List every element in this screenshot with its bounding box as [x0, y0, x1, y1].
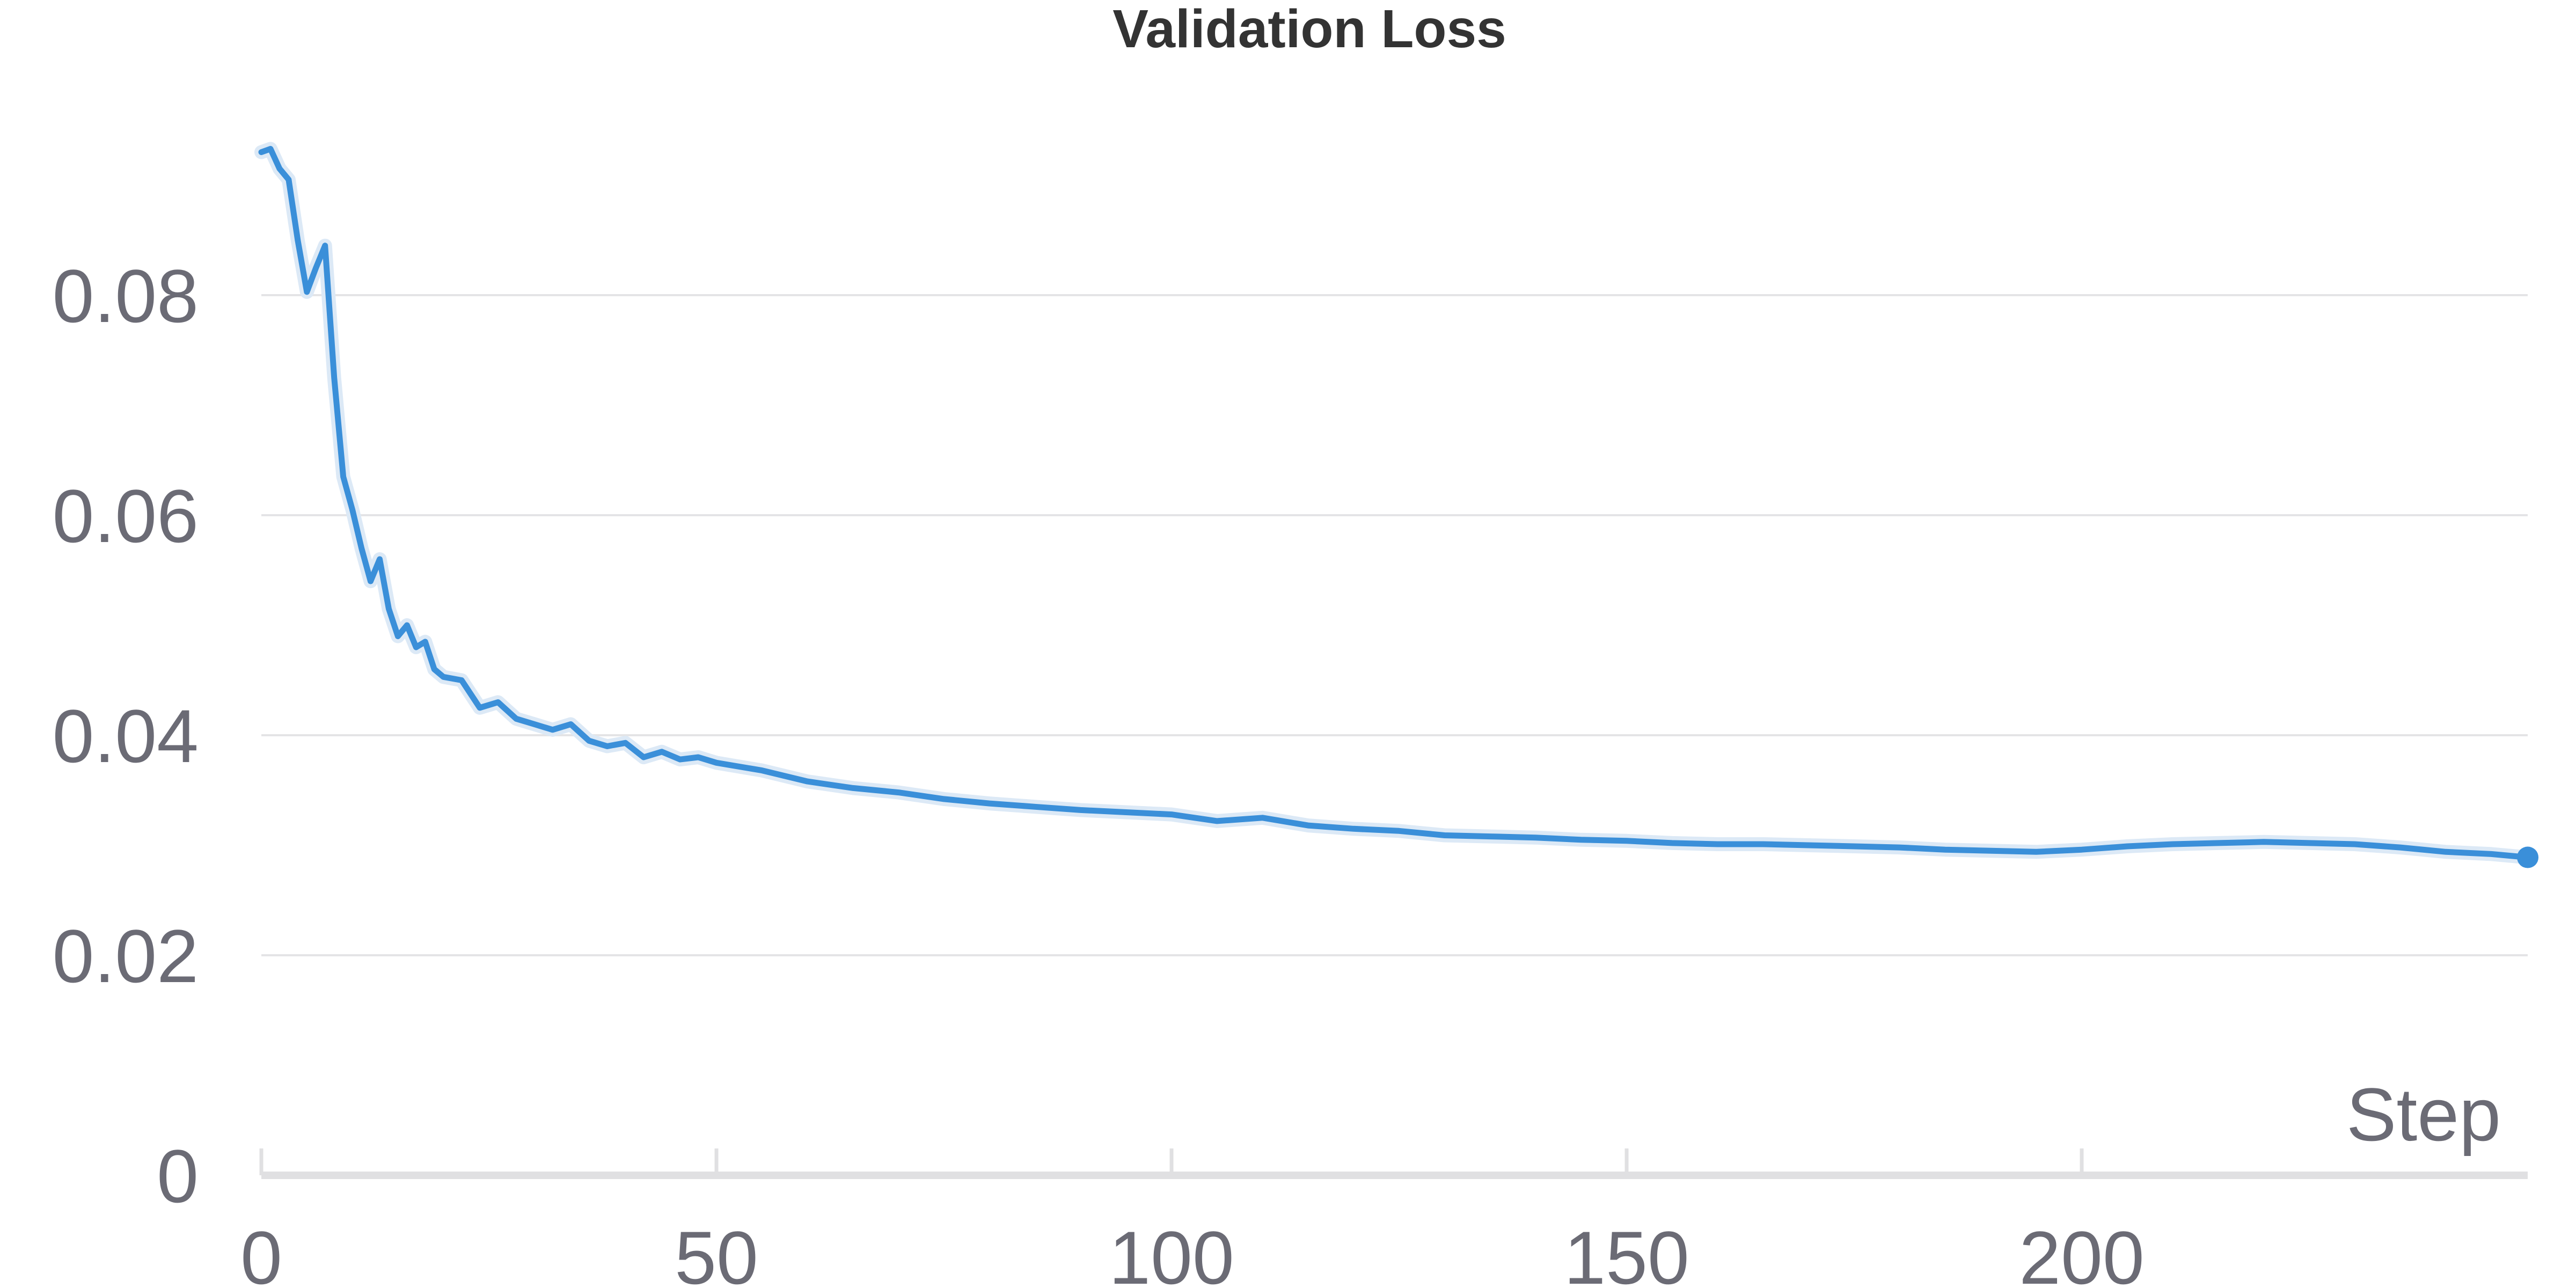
- y-tick-label: 0: [157, 1134, 199, 1218]
- chart-title: Validation Loss: [1113, 0, 1506, 59]
- series-endpoint: [2517, 846, 2539, 868]
- x-axis-title: Step: [2346, 1072, 2501, 1157]
- plot-area: [254, 142, 2539, 868]
- x-axis-ticks: 0 50 100 150 200: [240, 1148, 2145, 1288]
- x-tick-label: 0: [240, 1216, 282, 1288]
- gridlines: [261, 294, 2528, 956]
- x-tick-label: 150: [1564, 1216, 1689, 1288]
- series-line: [258, 145, 2531, 861]
- y-axis: 0 0.02 0.04 0.06 0.08: [53, 254, 199, 1218]
- x-tick-label: 200: [2019, 1216, 2145, 1288]
- y-tick-label: 0.04: [53, 694, 199, 778]
- y-tick-label: 0.02: [53, 914, 199, 998]
- series-band: [254, 142, 2535, 865]
- x-tick-label: 100: [1109, 1216, 1234, 1288]
- y-tick-label: 0.08: [53, 254, 199, 338]
- y-tick-label: 0.06: [53, 474, 199, 558]
- x-tick-label: 50: [675, 1216, 758, 1288]
